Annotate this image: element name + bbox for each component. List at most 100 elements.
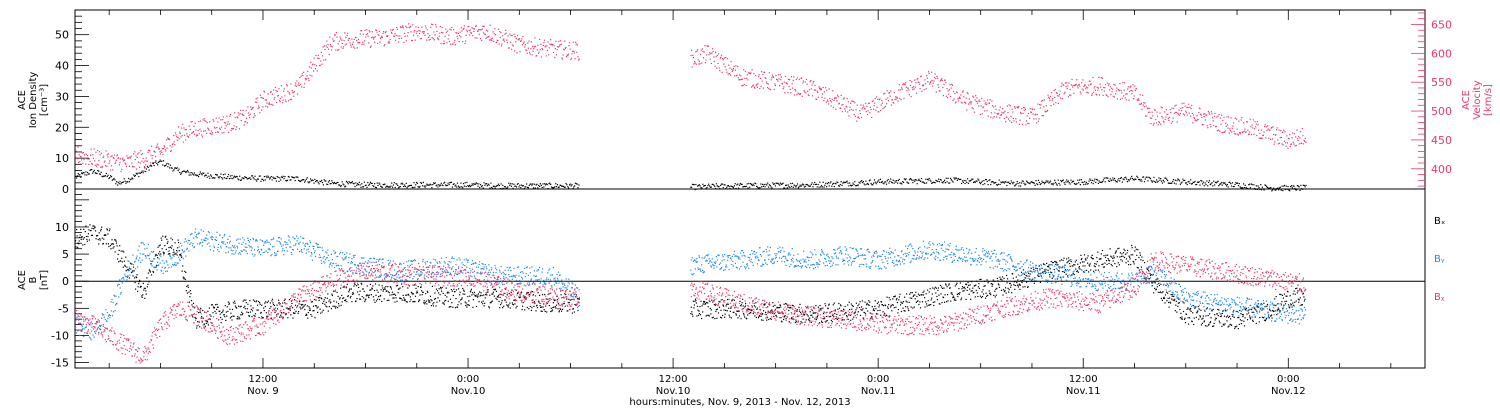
ion-density-points-point	[1156, 181, 1158, 183]
velocity-points-point	[141, 160, 143, 162]
ion-density-points-point	[225, 177, 227, 180]
velocity-points-point	[1033, 118, 1035, 120]
velocity-points-point	[796, 94, 798, 96]
b-component-points-0-point	[901, 302, 904, 304]
velocity-points-point	[281, 102, 284, 104]
b-component-points-0-point	[968, 284, 970, 286]
velocity-points-point	[1202, 124, 1204, 126]
b-component-points-0-point	[1008, 291, 1010, 293]
b-component-points-0-point	[358, 294, 360, 296]
ion-density-points-point	[999, 183, 1001, 186]
b-component-points-0-point	[529, 305, 531, 307]
velocity-points-point	[543, 42, 545, 44]
ion-density-points-point	[782, 182, 784, 184]
ion-density-points-point	[871, 184, 873, 186]
b-component-points-0-point	[392, 293, 394, 295]
ion-density-points-point	[1225, 185, 1228, 187]
b-component-points-0-point	[357, 291, 359, 293]
velocity-points-point	[104, 160, 106, 162]
b-component-points-0-point	[82, 238, 84, 240]
b-component-points-0-point	[509, 307, 511, 309]
ion-density-points-point	[1092, 183, 1094, 185]
ion-density-points-point	[258, 175, 260, 177]
velocity-points-point	[948, 89, 950, 91]
velocity-points-point	[902, 83, 904, 85]
ion-density-points-point	[1019, 182, 1021, 184]
ion-density-points-point	[793, 184, 795, 186]
ion-density-points-point	[857, 184, 859, 186]
b-component-points-0-point	[728, 314, 730, 316]
b-component-points-0-point	[501, 302, 503, 304]
ion-density-points-point	[910, 178, 912, 180]
ion-density-points-point	[83, 172, 85, 174]
b-component-points-0-point	[703, 302, 705, 304]
b-component-points-0-point	[285, 314, 287, 316]
velocity-points-point	[186, 133, 188, 135]
ion-density-points-point	[409, 184, 412, 186]
b-component-points-0-point	[338, 303, 340, 305]
ion-density-points	[75, 159, 1307, 192]
ion-density-points-point	[1212, 185, 1214, 187]
velocity-points-point	[121, 158, 123, 160]
ion-density-points-point	[939, 179, 941, 181]
velocity-points-point	[312, 63, 314, 65]
velocity-points-point	[295, 82, 297, 84]
velocity-points-point	[575, 41, 577, 43]
velocity-points-point	[371, 31, 373, 33]
ion-density-points-point	[332, 181, 334, 184]
velocity-points-point	[758, 74, 760, 76]
b-component-points-0-point	[82, 244, 84, 246]
velocity-points-point	[85, 153, 87, 155]
b-component-points-0-point	[177, 247, 179, 249]
b-component-points-0-point	[1043, 263, 1045, 265]
b-component-points-0-point	[114, 251, 116, 253]
b-component-points-0-point	[907, 306, 909, 308]
b-component-points-0-point	[365, 298, 367, 300]
b-component-points-0-point	[838, 302, 840, 305]
ion-density-points-point	[855, 185, 857, 187]
velocity-points-point	[285, 101, 287, 103]
b-component-points-0-point	[431, 285, 433, 287]
velocity-points-point	[167, 137, 169, 139]
velocity-points-point	[1139, 103, 1141, 105]
velocity-points-point	[692, 54, 694, 56]
velocity-points-point	[1070, 94, 1072, 96]
b-component-points-0-point	[386, 299, 388, 301]
ion-density-points-point	[1141, 180, 1143, 182]
b-component-points-0-point	[1002, 289, 1005, 291]
b-component-points-0-point	[320, 312, 322, 314]
velocity-points-point	[1219, 130, 1221, 132]
b-component-points-0-point	[248, 315, 250, 317]
b-component-points-0-point	[238, 305, 240, 307]
ion-density-points-point	[1268, 187, 1270, 189]
velocity-points-point	[1096, 86, 1098, 88]
velocity-points-point	[993, 116, 995, 118]
b-component-points-0-point	[693, 307, 695, 309]
b-component-points-0-point	[826, 320, 828, 322]
velocity-points-point	[320, 51, 322, 53]
velocity-points-point	[78, 154, 80, 156]
velocity-points-point	[802, 82, 804, 84]
b-component-points-0-point	[474, 295, 477, 297]
ion-density-points-point	[522, 185, 524, 187]
velocity-points-point	[734, 69, 736, 71]
ion-density-points-point	[914, 180, 916, 182]
ion-density-points-point	[705, 187, 707, 189]
ion-density-points-point	[825, 182, 827, 184]
b-component-points-0-point	[991, 285, 993, 287]
b-component-points-0-point	[1017, 279, 1019, 281]
b-component-points-0-point	[824, 303, 826, 305]
velocity-points-point	[241, 113, 243, 115]
ion-density-points-point	[738, 187, 740, 189]
velocity-points-point	[120, 171, 122, 173]
b-component-points-0-point	[357, 284, 359, 286]
ion-density-points-point	[936, 180, 938, 182]
b-component-points-0-point	[196, 327, 198, 329]
velocity-points-point	[428, 39, 430, 41]
b-component-points-0-point	[228, 302, 230, 304]
b-component-points-0-point	[155, 254, 157, 256]
b-component-points-0-point	[266, 301, 268, 304]
ion-density-points-point	[1296, 185, 1298, 187]
velocity-points-point	[513, 33, 515, 35]
b-component-points-0-point	[267, 300, 269, 302]
